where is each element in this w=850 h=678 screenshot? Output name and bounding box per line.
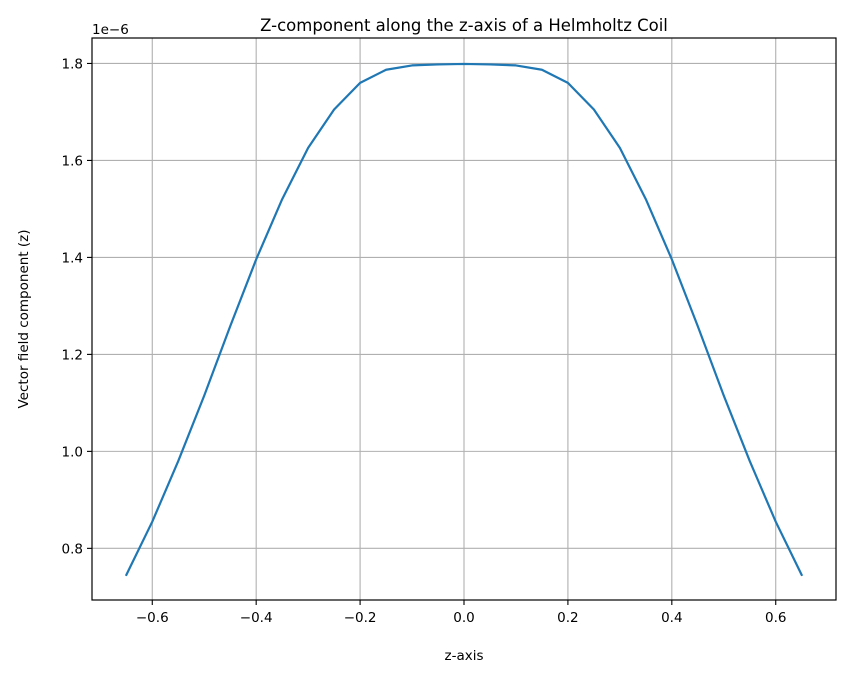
y-tick-label: 1.8	[62, 56, 83, 72]
x-tick-label: 0.2	[557, 610, 578, 626]
y-tick-label: 0.8	[62, 541, 83, 557]
y-axis-scale-label: 1e−6	[92, 22, 129, 38]
y-tick-label: 1.2	[62, 347, 83, 363]
y-axis-ticks: 0.8 1.0 1.2 1.4 1.6 1.8	[62, 56, 92, 557]
y-axis-label: Vector field component (z)	[16, 229, 32, 408]
chart-title: Z-component along the z-axis of a Helmho…	[260, 16, 668, 35]
series-line	[125, 62, 803, 577]
x-axis-ticks: −0.6 −0.4 −0.2 0.0 0.2 0.4 0.6	[136, 600, 786, 626]
y-tick-label: 1.4	[62, 250, 83, 266]
x-tick-label: −0.2	[344, 610, 377, 626]
x-axis-label: z-axis	[444, 648, 483, 664]
grid	[92, 38, 836, 600]
x-tick-label: −0.6	[136, 610, 169, 626]
x-tick-label: 0.0	[453, 610, 474, 626]
x-tick-label: 0.4	[661, 610, 682, 626]
series-layer	[125, 62, 803, 577]
x-tick-label: 0.6	[765, 610, 786, 626]
y-tick-label: 1.0	[62, 444, 83, 460]
y-tick-label: 1.6	[62, 153, 83, 169]
x-tick-label: −0.4	[240, 610, 273, 626]
